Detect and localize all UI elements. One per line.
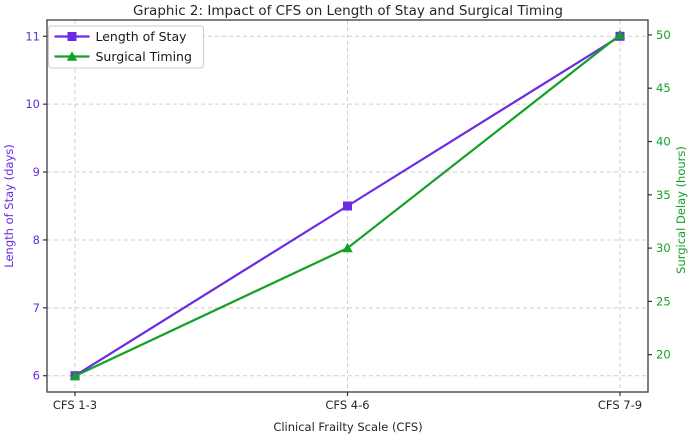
legend-entry: Length of Stay [54,29,188,44]
right-tick-label: 30 [656,241,671,255]
left-tick-label: 7 [33,301,40,315]
series-marker-surgical-timing [69,370,81,381]
legend-marker-square [67,32,77,41]
series-marker-surgical-timing [342,242,353,253]
right-tick-label: 20 [656,348,671,362]
left-tick-label: 10 [25,97,40,111]
legend-marker-triangle [66,51,78,61]
series-marker-surgical-timing [614,29,626,40]
plot-layer: 6 7 8 9 10 11 20 25 30 35 40 45 50 CFS 1-3 CFS 4-6 CFS … [25,19,671,412]
left-tick-label: 9 [33,165,40,179]
right-tick-label: 40 [656,135,671,149]
right-tick-label: 45 [656,81,671,95]
right-tick-label: 50 [656,28,671,42]
legend-entry: Surgical Timing [54,49,192,64]
left-axis-label: Length of Stay (days) [2,144,16,268]
legend-label: Length of Stay [96,29,188,44]
x-tick-label: CFS 7-9 [598,398,642,412]
right-tick-label: 35 [656,188,671,202]
left-tick-label: 11 [25,29,40,43]
right-axis-label: Surgical Delay (hours) [674,146,688,274]
left-tick-label: 6 [33,369,40,383]
legend: Length of Stay Surgical Timing [48,25,204,69]
series-marker-length-of-stay [343,201,352,211]
legend-label: Surgical Timing [96,49,192,64]
right-tick-label: 25 [656,294,671,308]
x-tick-label: CFS 1-3 [53,398,97,412]
x-axis-label: Clinical Frailty Scale (CFS) [273,420,422,434]
left-tick-label: 8 [33,233,40,247]
series-surgical-timing [69,29,626,381]
x-tick-label: CFS 4-6 [325,398,369,412]
chart-title: Graphic 2: Impact of CFS on Length of St… [133,3,563,19]
